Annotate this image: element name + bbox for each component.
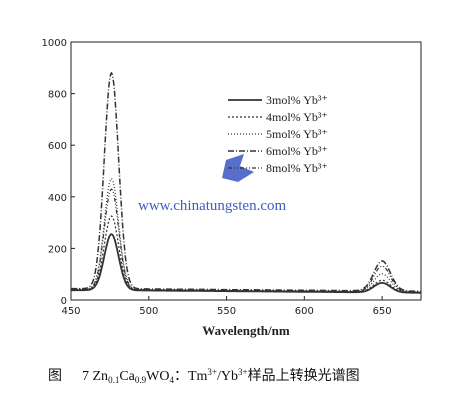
series-line: [71, 215, 421, 293]
x-tick-label: 450: [61, 306, 80, 317]
caption-sub-zn: 0.1: [108, 375, 120, 385]
y-tick-label: 800: [48, 90, 67, 101]
caption-colon: ：: [173, 369, 188, 384]
caption-fig-word: 图: [48, 369, 62, 384]
series-line: [71, 71, 421, 292]
plot-frame: [70, 41, 422, 301]
x-tick-label: 500: [139, 306, 158, 317]
legend-label: 6mol% Yb³⁺: [266, 144, 328, 158]
caption-slash: /: [216, 369, 221, 384]
caption-formula-zn: Zn: [92, 369, 109, 384]
caption-sup-tm: 3+: [207, 367, 217, 377]
caption-ion-tm: Tm: [187, 369, 208, 384]
legend-label: 5mol% Yb³⁺: [266, 127, 328, 141]
series-line: [71, 188, 421, 293]
y-tick-label: 0: [61, 296, 67, 307]
x-tick-label: 550: [217, 306, 236, 317]
legend-label: 8mol% Yb³⁺: [266, 161, 328, 175]
emission-spectrum-chart: 450 500 550 600 650 0 200 400 600 800 1000 www.chi…: [42, 38, 422, 338]
x-axis-title: Wavelength/nm: [202, 323, 290, 338]
watermark-url: www.chinatungsten.com: [138, 198, 286, 214]
axis-ticks: [70, 41, 383, 301]
legend: 3mol% Yb³⁺ 4mol% Yb³⁺ 5mol% Yb³⁺ 6mol% Yb³⁺…: [228, 93, 328, 175]
caption-sub-ca: 0.9: [134, 375, 147, 385]
caption-tail: 样品上转换光谱图: [247, 369, 360, 384]
caption-sup-yb: 3+: [238, 367, 248, 377]
caption-ion-yb: Yb: [220, 369, 238, 384]
caption-fig-number: 7: [82, 369, 89, 384]
series-lines: [71, 71, 421, 294]
caption-formula-wo: WO: [146, 369, 170, 384]
y-tick-label: 200: [48, 244, 67, 255]
y-tick-label: 400: [48, 193, 67, 204]
x-tick-label: 650: [373, 306, 392, 317]
legend-label: 3mol% Yb³⁺: [266, 93, 328, 107]
y-tick-label: 1000: [42, 38, 67, 49]
y-tick-label: 600: [48, 141, 67, 152]
watermark-logo: www.chinatungsten.com: [138, 154, 286, 214]
caption-sub-wo: 4: [169, 375, 174, 385]
x-tick-label: 600: [295, 306, 314, 317]
tick-labels: 450 500 550 600 650 0 200 400 600 800 1000: [42, 38, 392, 317]
caption-formula-ca: Ca: [119, 369, 135, 384]
legend-label: 4mol% Yb³⁺: [266, 110, 328, 124]
